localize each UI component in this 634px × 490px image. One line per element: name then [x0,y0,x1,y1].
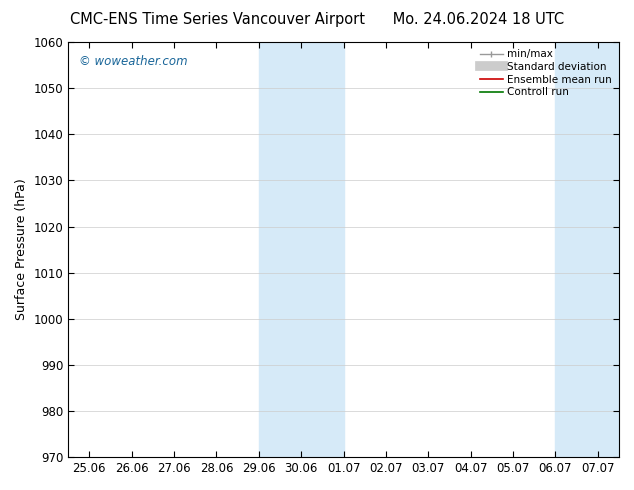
Text: © woweather.com: © woweather.com [79,54,188,68]
Legend: min/max, Standard deviation, Ensemble mean run, Controll run: min/max, Standard deviation, Ensemble me… [476,45,616,101]
Text: CMC-ENS Time Series Vancouver Airport      Mo. 24.06.2024 18 UTC: CMC-ENS Time Series Vancouver Airport Mo… [70,12,564,27]
Bar [555,42,619,457]
Bar [259,42,344,457]
Y-axis label: Surface Pressure (hPa): Surface Pressure (hPa) [15,179,28,320]
